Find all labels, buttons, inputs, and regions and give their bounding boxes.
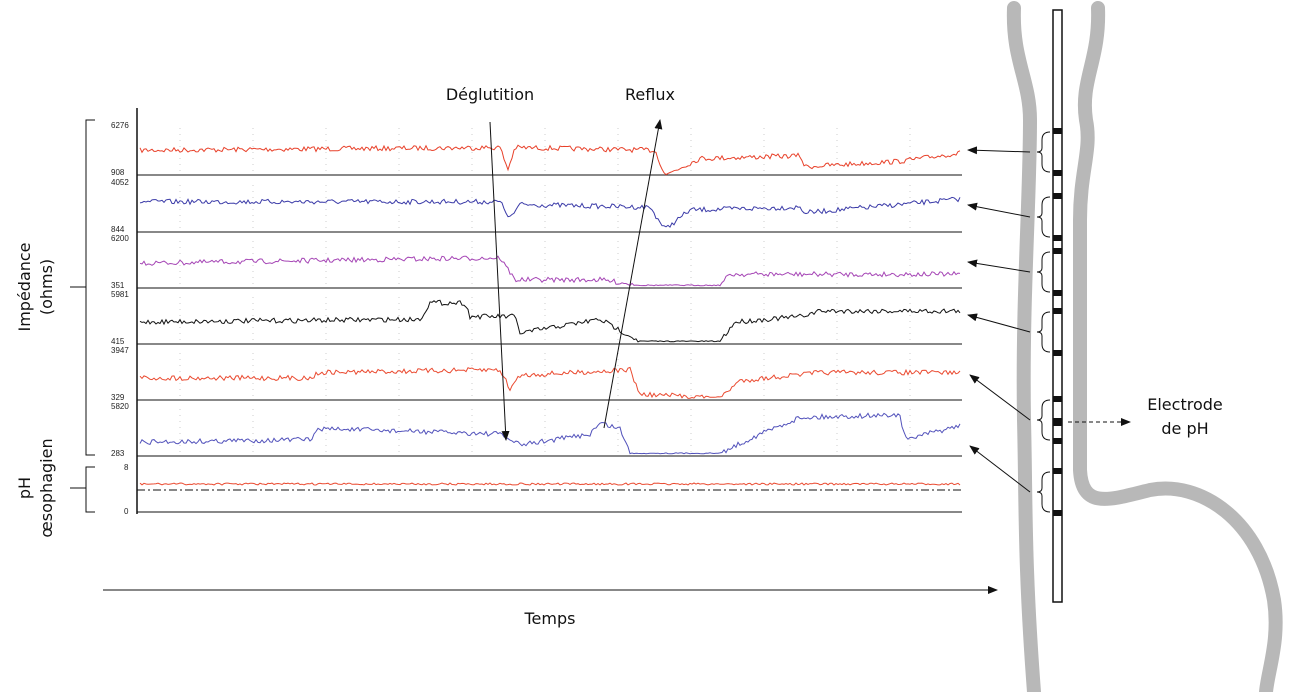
tick-label: 3947 [111,346,129,355]
electrode [1053,308,1062,314]
arrow [969,374,1031,421]
trace [139,255,961,287]
electrode [1053,468,1062,474]
axes [70,108,1131,594]
tick-label: 283 [111,449,125,458]
tick-label: 0 [124,507,129,516]
tick-label: 844 [111,225,125,234]
brace [1036,196,1051,238]
brace [1036,131,1051,173]
channel-arrows [967,131,1051,513]
tick-label: 415 [111,337,125,346]
tick-label: 6200 [111,234,129,243]
tick-label: 8 [124,463,129,472]
reflux-label: Reflux [625,85,675,104]
deglutition-label: Déglutition [446,85,534,104]
electrode [1053,510,1062,516]
electrode [1053,193,1062,199]
electrode-label: de pH [1161,419,1208,438]
arrow [967,146,1031,155]
arrow [967,259,1031,273]
tick-label: 5981 [111,290,129,299]
arrow [967,313,1031,333]
trace [139,299,961,343]
trace [139,412,961,455]
electrode [1053,170,1062,176]
catheter [1052,9,1063,603]
tick-label: 351 [111,281,125,290]
tick-label: 329 [111,393,125,402]
brace [1036,399,1051,441]
electrode [1053,235,1062,241]
time-label: Temps [524,609,576,628]
tick-label: 908 [111,168,125,177]
ph-label: œsophagien [37,438,56,537]
trace [139,366,961,399]
arrow [967,202,1031,218]
trace [139,196,961,228]
electrode [1053,396,1062,402]
electrodes [1053,128,1062,516]
electrode [1053,128,1062,134]
electrode [1053,248,1062,254]
esophagus [1006,1,1283,692]
ph-label: pH [15,477,34,499]
impedance-label: (ohms) [37,259,56,315]
tick-label: 4052 [111,178,129,187]
tick-label: 6276 [111,121,129,130]
trace [139,144,961,176]
trace [139,482,961,486]
electrode [1053,350,1062,356]
brace [1036,251,1051,293]
tick-label: 5820 [111,402,129,411]
electrode [1053,290,1062,296]
ph-electrode [1053,418,1062,426]
impedance-label: Impédance [15,242,34,331]
arrow [969,445,1031,493]
electrode-label: Electrode [1147,395,1222,414]
brace [1036,311,1051,353]
brace [1036,471,1051,513]
electrode [1053,438,1062,444]
